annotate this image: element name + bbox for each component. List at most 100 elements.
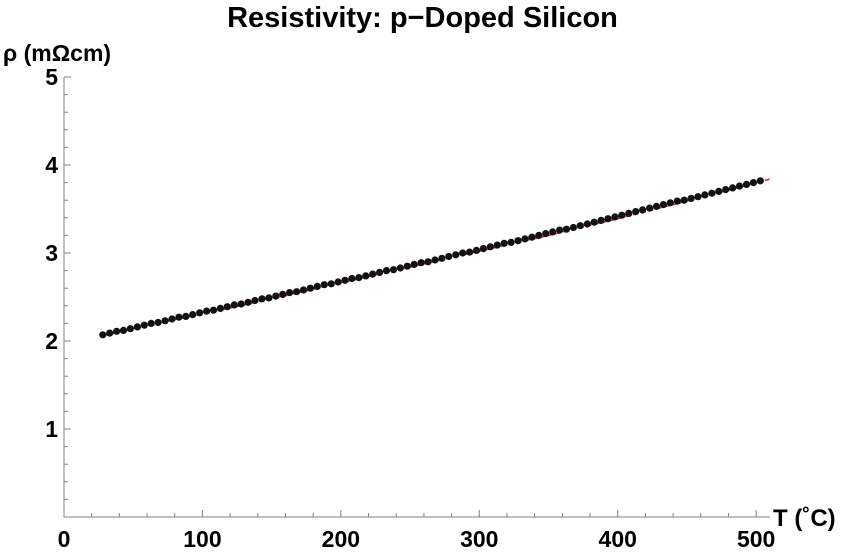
data-point <box>147 319 155 327</box>
data-point <box>355 274 363 282</box>
y-tick-label: 2 <box>45 328 58 354</box>
chart-title: Resistivity: p−Doped Silicon <box>227 2 618 34</box>
data-point <box>445 252 453 261</box>
data-point <box>756 177 764 185</box>
y-tick-label: 5 <box>45 64 58 90</box>
data-point <box>175 313 183 321</box>
data-point <box>203 307 211 315</box>
data-point <box>687 194 695 202</box>
data-point <box>382 267 391 275</box>
data-point <box>466 248 474 256</box>
axes <box>63 77 770 518</box>
data-point <box>514 237 522 245</box>
data-point <box>403 262 411 270</box>
data-point <box>749 179 758 187</box>
data-point <box>182 312 190 320</box>
data-point <box>535 231 543 239</box>
data-point <box>694 193 702 201</box>
data-point <box>431 256 439 264</box>
data-point <box>528 233 536 241</box>
data-point <box>500 239 508 247</box>
data-point <box>597 216 605 224</box>
data-point <box>472 246 481 254</box>
data-point <box>348 274 356 283</box>
data-point <box>701 191 709 199</box>
data-point <box>562 225 571 233</box>
data-point <box>652 202 661 210</box>
x-tick-label: 0 <box>58 526 71 552</box>
data-point <box>223 303 231 311</box>
data-point <box>258 295 266 303</box>
data-point <box>639 206 647 214</box>
data-point <box>396 264 404 272</box>
data-point <box>715 187 723 195</box>
data-points <box>99 177 764 339</box>
data-point <box>542 230 550 238</box>
data-point <box>735 182 744 190</box>
data-point <box>119 326 128 334</box>
data-point <box>459 249 467 257</box>
data-point <box>438 254 446 262</box>
data-point <box>556 226 564 234</box>
data-point <box>209 306 218 314</box>
y-axis-label: ρ (mΩcm) <box>3 40 112 66</box>
data-point <box>293 288 301 296</box>
data-point <box>306 284 314 292</box>
data-point <box>659 201 668 209</box>
data-point <box>126 325 134 333</box>
data-point <box>362 272 370 280</box>
data-point <box>279 290 287 298</box>
data-point <box>389 266 398 274</box>
x-tick-label: 100 <box>183 526 221 552</box>
data-point <box>729 184 737 192</box>
data-point <box>722 186 730 194</box>
data-point <box>341 276 349 284</box>
data-point <box>320 281 328 289</box>
data-point <box>376 268 384 276</box>
data-point <box>251 296 259 305</box>
x-axis-label: T (˚C) <box>773 505 836 532</box>
data-point <box>452 251 460 259</box>
data-point <box>327 280 335 288</box>
data-point <box>708 189 716 197</box>
data-point <box>493 241 501 249</box>
data-point <box>410 260 418 268</box>
data-point <box>161 317 169 325</box>
data-point <box>168 315 176 323</box>
data-point <box>618 211 626 219</box>
data-point <box>244 298 252 306</box>
data-point <box>521 235 529 243</box>
data-point <box>576 222 584 230</box>
data-point <box>299 286 308 294</box>
data-point <box>549 228 557 236</box>
data-point <box>313 282 321 290</box>
data-point <box>133 323 141 331</box>
data-point <box>625 209 633 217</box>
data-point <box>632 208 640 216</box>
y-tick-label: 3 <box>45 240 58 266</box>
data-point <box>611 213 619 221</box>
data-point <box>646 204 654 212</box>
y-tick-label: 4 <box>45 152 58 178</box>
data-point <box>106 329 114 337</box>
data-point <box>196 309 204 317</box>
data-point <box>673 197 681 205</box>
y-tick-label: 1 <box>45 416 58 442</box>
data-point <box>265 294 273 302</box>
data-point <box>507 238 515 246</box>
data-point <box>99 331 107 339</box>
data-point <box>486 243 494 251</box>
x-tick-label: 200 <box>322 526 360 552</box>
data-point <box>154 318 162 327</box>
x-tick-label: 400 <box>599 526 637 552</box>
data-point <box>680 196 688 204</box>
data-point <box>113 327 121 335</box>
data-point <box>230 301 238 309</box>
data-point <box>604 215 612 223</box>
data-point <box>590 218 598 226</box>
data-point <box>742 180 751 188</box>
data-point <box>569 223 578 232</box>
data-point <box>334 278 342 286</box>
data-point <box>479 245 487 253</box>
